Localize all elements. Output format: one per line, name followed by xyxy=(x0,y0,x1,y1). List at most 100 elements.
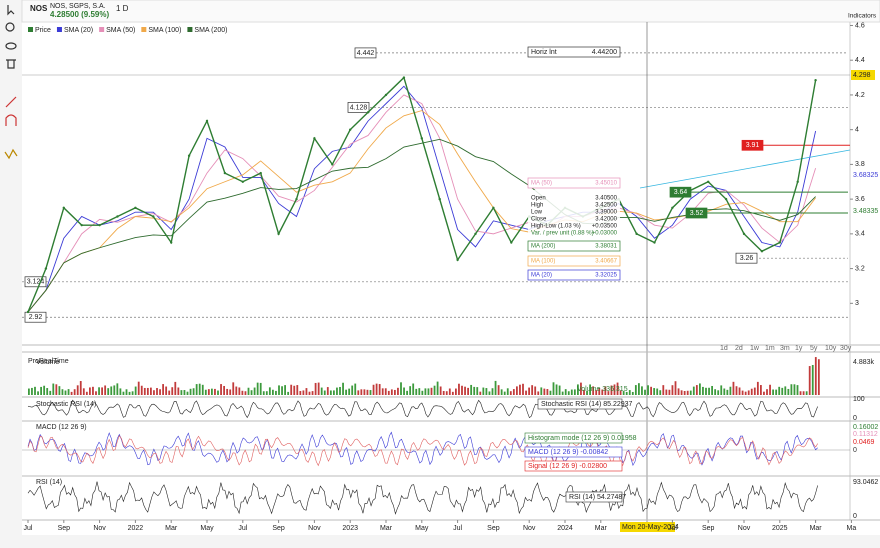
x-tick-label: Mar xyxy=(165,525,178,532)
indicator-tool[interactable] xyxy=(4,148,18,160)
range-button[interactable]: 1y xyxy=(795,345,803,352)
tool-icons xyxy=(4,5,18,160)
volume-bar xyxy=(479,391,482,395)
volume-bar xyxy=(40,386,42,395)
price-point xyxy=(295,197,298,201)
symbol[interactable]: NOS xyxy=(30,4,48,13)
draw-tool[interactable] xyxy=(5,96,17,108)
volume-bar xyxy=(546,389,549,395)
volume-bar xyxy=(732,381,735,395)
volume-bar xyxy=(375,383,378,395)
price-point xyxy=(187,154,191,157)
volume-bar xyxy=(34,386,36,395)
volume-bar xyxy=(299,391,302,395)
volume-bar xyxy=(287,391,290,395)
volume-bar xyxy=(656,388,659,395)
cursor-tool[interactable] xyxy=(7,5,15,16)
price-point xyxy=(510,241,513,244)
x-tick-label: Sep xyxy=(487,525,500,532)
tooltip-value: 3.42500 xyxy=(595,203,617,209)
moving-average xyxy=(27,138,816,313)
axis-label: 4.883k xyxy=(853,359,875,366)
volume-bar xyxy=(772,389,774,395)
x-tick-label: Mar xyxy=(380,525,393,532)
volume-bar xyxy=(195,384,198,395)
range-button[interactable]: 1m xyxy=(765,345,775,352)
range-button[interactable]: 5y xyxy=(810,345,818,352)
last-price-label: 4.298 xyxy=(853,72,871,79)
volume-bar xyxy=(107,388,110,395)
range-button[interactable]: 3m xyxy=(780,345,790,352)
volume-bar xyxy=(445,391,448,395)
indicators-button[interactable]: Indicators xyxy=(848,13,877,20)
range-button[interactable]: 30y xyxy=(840,345,852,352)
y-tick-label: 3.6 xyxy=(855,196,865,203)
view-tool[interactable] xyxy=(5,42,17,50)
level-box xyxy=(347,102,370,113)
volume-bar xyxy=(528,387,530,395)
volume-bar xyxy=(451,391,454,395)
volume-bar xyxy=(180,390,183,395)
y-tick-label: 3.4 xyxy=(855,231,865,238)
price-point xyxy=(456,258,459,262)
volume-bar xyxy=(366,389,369,395)
x-tick-label: Nov xyxy=(738,525,751,532)
interval[interactable]: 1 D xyxy=(116,4,129,13)
level-label: 3.124 xyxy=(27,279,45,286)
volume-bar xyxy=(436,381,439,395)
y-tick-label: 3.2 xyxy=(855,265,865,272)
volume-bar xyxy=(174,381,177,395)
volume-bar xyxy=(82,388,85,395)
x-tick-label: 2022 xyxy=(128,525,144,532)
volume-bar xyxy=(555,384,558,395)
price-point xyxy=(707,180,710,183)
volume-bar xyxy=(320,387,323,395)
x-tick-label: 2025 xyxy=(772,525,788,532)
range-button[interactable]: 10y xyxy=(825,345,837,352)
volume-bar xyxy=(516,386,518,395)
volume-bar xyxy=(61,389,64,395)
price-point xyxy=(277,232,280,236)
price-point xyxy=(742,232,746,236)
tooltip-box xyxy=(527,255,621,267)
rsi-line xyxy=(27,481,818,515)
volume-bar xyxy=(464,386,466,395)
volume-bar xyxy=(146,387,149,395)
volume-bar xyxy=(473,386,476,395)
volume-bar xyxy=(702,386,704,395)
volume-bar xyxy=(412,383,415,395)
volume-bar xyxy=(500,389,503,395)
magnet-tool[interactable] xyxy=(5,114,17,126)
price-point xyxy=(492,206,495,210)
volume-bar xyxy=(122,391,125,395)
price-point xyxy=(384,93,388,97)
volume-bar xyxy=(512,389,515,395)
zoom-tool[interactable] xyxy=(5,22,15,32)
volume-bar xyxy=(622,391,625,395)
moving-average xyxy=(27,94,817,313)
volume-bar xyxy=(67,389,70,395)
range-button[interactable]: 1d xyxy=(720,345,728,352)
volume-bar xyxy=(143,387,146,395)
volume-bar xyxy=(802,391,805,395)
volume-bar xyxy=(525,390,527,395)
x-tick-label: Jul xyxy=(24,525,33,532)
volume-bar xyxy=(314,382,317,395)
volume-bar xyxy=(766,389,768,395)
level-label: 3.26 xyxy=(740,255,754,262)
price-point xyxy=(205,119,209,123)
volume-bar xyxy=(775,389,778,395)
tooltip-value: 3.45010 xyxy=(595,181,617,187)
range-button[interactable]: 1w xyxy=(750,345,760,352)
volume-bar xyxy=(85,391,88,395)
price-point xyxy=(26,310,30,314)
delete-tool[interactable] xyxy=(6,59,16,69)
x-tick-label: Nov xyxy=(523,525,536,532)
range-button[interactable]: 2d xyxy=(735,345,743,352)
price-point xyxy=(116,215,119,218)
volume-bar xyxy=(601,389,604,395)
tooltip-value: 3.40500 xyxy=(595,196,617,202)
signal-line xyxy=(27,435,818,467)
